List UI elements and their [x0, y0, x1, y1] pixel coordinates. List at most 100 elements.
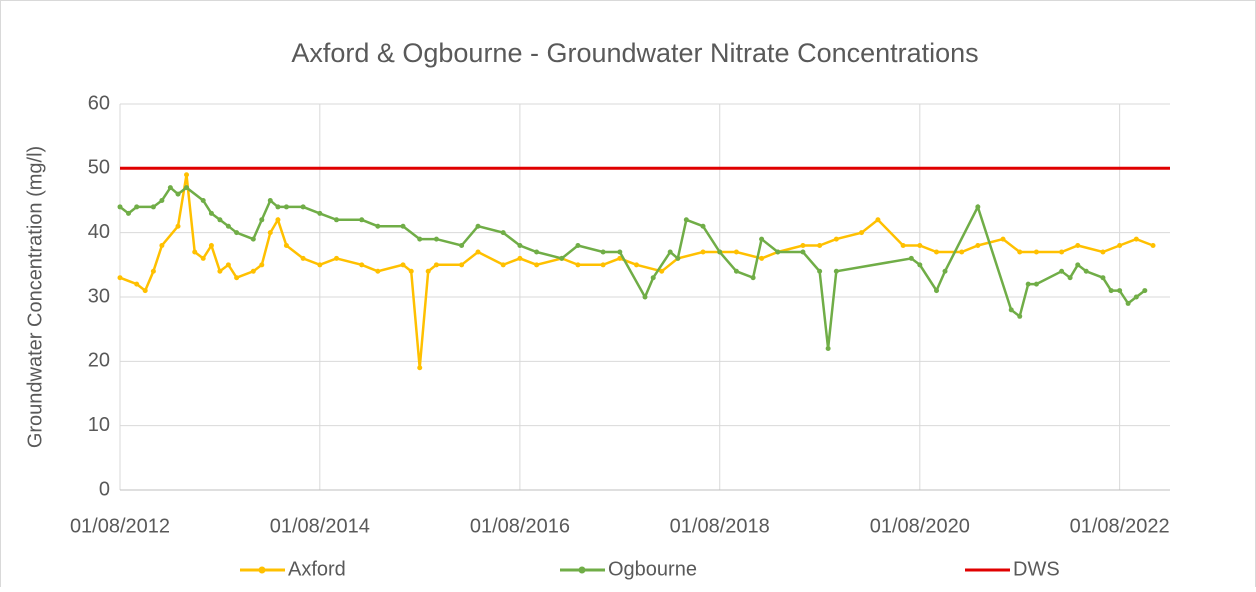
data-point [283, 243, 289, 249]
data-point [600, 249, 606, 255]
data-point [208, 243, 214, 249]
data-point [1100, 275, 1106, 281]
data-point [775, 249, 781, 255]
data-point [125, 210, 131, 216]
data-point [733, 268, 739, 274]
data-point [934, 288, 940, 294]
x-tick-label: 01/08/2020 [870, 515, 970, 537]
data-point [600, 262, 606, 268]
y-tick-label: 20 [88, 350, 110, 372]
data-point [150, 204, 156, 210]
data-point [184, 185, 190, 191]
data-point [159, 198, 165, 203]
data-point [475, 249, 481, 255]
data-point [700, 249, 706, 255]
data-point [750, 275, 756, 281]
legend-marker [578, 566, 586, 574]
data-point [634, 262, 640, 268]
data-point [1075, 243, 1081, 249]
data-point [275, 204, 281, 210]
data-point [192, 249, 198, 255]
data-point [159, 243, 165, 249]
data-point [1117, 243, 1123, 249]
data-point [150, 268, 156, 274]
data-point [175, 223, 181, 229]
data-point [500, 230, 506, 236]
data-point [300, 255, 306, 261]
data-point [259, 217, 265, 223]
y-tick-label: 40 [88, 221, 110, 243]
data-point [817, 268, 823, 274]
data-point [1008, 307, 1014, 313]
y-tick-label: 60 [88, 92, 110, 114]
data-point [459, 262, 465, 268]
data-point [700, 223, 706, 229]
data-point [200, 255, 206, 261]
data-point [1033, 249, 1039, 255]
data-point [142, 288, 148, 294]
data-point [334, 255, 340, 261]
data-point [359, 217, 365, 223]
series-line [119, 174, 1154, 368]
data-point [833, 236, 839, 242]
data-point [359, 262, 365, 268]
legend-label: Ogbourne [608, 558, 697, 580]
y-tick-label: 30 [88, 285, 110, 307]
data-point [825, 345, 831, 351]
data-point [1017, 249, 1023, 255]
y-tick-label: 50 [88, 157, 110, 179]
data-point [617, 249, 623, 255]
data-point [683, 217, 689, 223]
data-point [1025, 281, 1031, 287]
data-point [534, 262, 540, 268]
data-point [659, 268, 665, 274]
data-point [1142, 288, 1148, 294]
data-point [667, 249, 673, 255]
data-point [400, 223, 406, 229]
x-tick-label: 01/08/2012 [70, 515, 170, 537]
data-point [1133, 236, 1139, 242]
data-point [759, 236, 765, 242]
data-point [433, 262, 439, 268]
data-point [575, 262, 581, 268]
data-point [259, 262, 265, 268]
data-point [167, 185, 173, 191]
data-point [650, 275, 656, 281]
data-point [1133, 294, 1139, 300]
data-point [959, 249, 965, 255]
data-point [117, 204, 123, 210]
data-point [675, 255, 681, 261]
data-point [459, 243, 465, 249]
data-point [500, 262, 506, 268]
data-point [134, 204, 140, 210]
data-point [617, 255, 623, 261]
data-point [1067, 275, 1073, 281]
data-point [800, 249, 806, 255]
data-point [184, 172, 190, 178]
data-point [234, 275, 240, 281]
data-point [425, 268, 431, 274]
data-point [1017, 313, 1023, 319]
data-point [200, 198, 206, 203]
data-point [1150, 243, 1156, 249]
data-point [400, 262, 406, 268]
data-point [317, 210, 323, 216]
legend-label: DWS [1013, 558, 1060, 580]
data-point [375, 223, 381, 229]
data-point [1108, 288, 1114, 294]
data-point [267, 230, 273, 236]
data-point [417, 365, 423, 371]
data-point [1117, 288, 1123, 294]
data-point [225, 262, 231, 268]
legend-marker [258, 566, 266, 574]
data-point [833, 268, 839, 274]
data-point [1059, 249, 1065, 255]
data-point [759, 255, 765, 261]
data-point [817, 243, 823, 249]
data-point [1033, 281, 1039, 287]
data-point [283, 204, 289, 210]
data-point [934, 249, 940, 255]
data-point [908, 255, 914, 261]
